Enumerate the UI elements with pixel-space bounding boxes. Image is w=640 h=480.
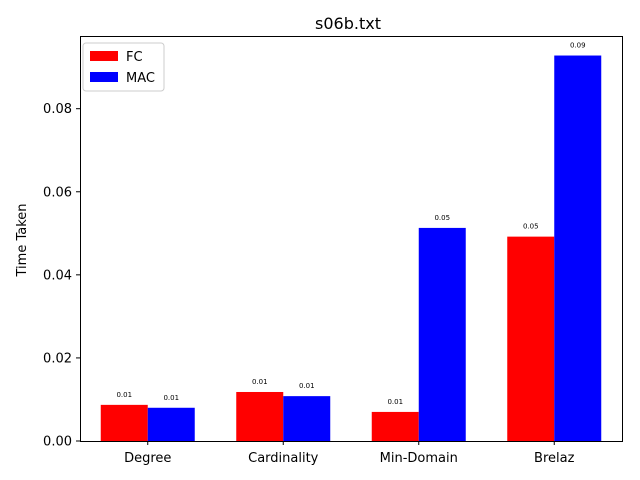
y-tick-label: 0.00 (43, 435, 72, 450)
bar-fc-cardinality (236, 391, 284, 441)
bar-label-fc-degree: 0.01 (116, 391, 132, 399)
bar-label-mac-degree: 0.01 (163, 394, 179, 402)
bar-labels-group: 0.01 0.01 0.01 0.01 0.01 0.05 0.05 0.09 (116, 42, 585, 406)
x-tick-label: Degree (124, 451, 171, 466)
legend-swatch-mac (90, 72, 118, 82)
bar-mac-cardinality (283, 396, 331, 441)
x-tick-label: Brelaz (534, 451, 575, 466)
bar-mac-degree (147, 407, 195, 441)
x-tick-label: Min-Domain (380, 451, 458, 466)
bar-label-fc-cardinality: 0.01 (252, 378, 268, 386)
bar-fc-degree (100, 404, 148, 441)
legend: FC MAC (82, 42, 165, 92)
bar-mac-brelaz (554, 55, 602, 442)
y-axis-ticks: 0.00 0.02 0.04 0.06 0.08 (43, 102, 80, 450)
x-axis-ticks: Degree Cardinality Min-Domain Brelaz (124, 441, 575, 466)
bar-label-mac-brelaz: 0.09 (570, 42, 586, 50)
legend-swatch-fc (90, 51, 118, 61)
y-tick-label: 0.06 (43, 185, 72, 200)
bar-label-fc-min-domain: 0.01 (387, 398, 403, 406)
legend-label-mac: MAC (126, 71, 155, 86)
bar-label-mac-min-domain: 0.05 (434, 214, 450, 222)
y-tick-label: 0.08 (43, 102, 72, 117)
y-tick-label: 0.04 (43, 268, 72, 283)
chart-title: s06b.txt (315, 14, 381, 33)
y-axis-title: Time Taken (15, 203, 30, 277)
y-tick-label: 0.02 (43, 351, 72, 366)
bar-fc-min-domain (371, 411, 419, 441)
bar-fc-brelaz (507, 236, 555, 441)
bar-label-fc-brelaz: 0.05 (523, 223, 539, 231)
bar-mac-min-domain (418, 227, 466, 441)
bar-label-mac-cardinality: 0.01 (299, 382, 315, 390)
legend-label-fc: FC (126, 50, 143, 65)
bars-group (100, 55, 602, 442)
plot-frame (80, 36, 623, 442)
x-tick-label: Cardinality (248, 451, 319, 466)
